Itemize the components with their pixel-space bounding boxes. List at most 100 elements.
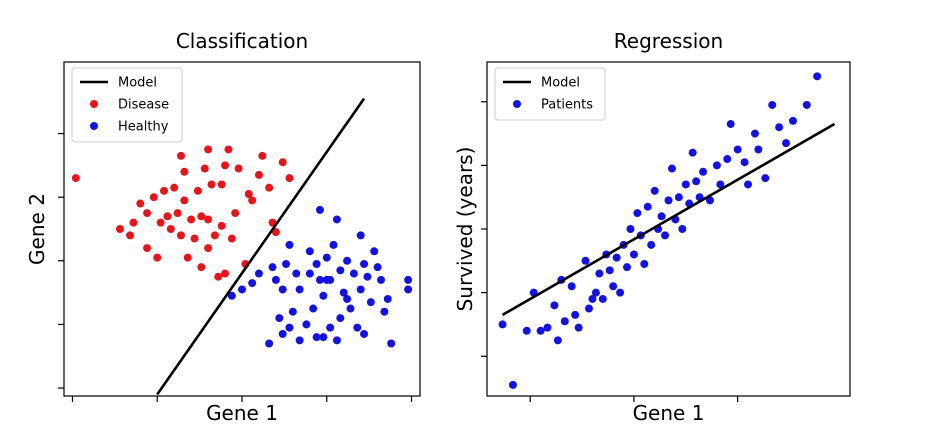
legend-swatch-disease	[90, 100, 98, 108]
data-point-patients	[612, 253, 621, 262]
data-point-healthy	[265, 339, 274, 348]
data-point-patients	[744, 180, 753, 189]
data-point-patients	[588, 294, 597, 303]
data-point-disease	[193, 186, 202, 195]
data-point-patients	[723, 155, 732, 164]
data-point-healthy	[360, 259, 369, 268]
data-point-patients	[633, 209, 642, 218]
data-point-healthy	[312, 259, 321, 268]
data-point-disease	[176, 151, 185, 160]
model-line	[156, 97, 366, 396]
data-point-disease	[278, 158, 287, 167]
data-point-patients	[553, 336, 562, 345]
data-point-disease	[166, 225, 175, 233]
x-axis-label: Gene 1	[206, 401, 278, 425]
data-point-disease	[285, 174, 294, 183]
data-point-disease	[180, 196, 189, 205]
data-point-disease	[221, 161, 230, 170]
data-point-patients	[674, 193, 683, 202]
data-point-healthy	[377, 275, 386, 284]
data-point-disease	[204, 215, 213, 224]
series-disease	[71, 145, 294, 281]
data-point-patients	[750, 129, 759, 138]
data-point-patients	[692, 177, 701, 186]
data-point-patients	[712, 161, 721, 170]
data-point-disease	[217, 221, 226, 230]
data-point-patients	[584, 304, 593, 313]
data-point-healthy	[366, 298, 375, 307]
data-point-disease	[156, 218, 165, 227]
data-point-healthy	[326, 323, 335, 332]
data-point-patients	[574, 323, 583, 332]
data-point-patients	[788, 116, 797, 125]
data-point-healthy	[305, 247, 314, 256]
data-point-healthy	[278, 329, 287, 338]
data-point-patients	[733, 145, 742, 154]
legend-label-model: Model	[541, 76, 580, 91]
data-point-healthy	[271, 275, 280, 284]
data-point-healthy	[339, 288, 348, 297]
data-point-healthy	[336, 266, 345, 275]
data-point-healthy	[288, 307, 297, 316]
data-point-patients	[761, 174, 770, 183]
data-point-disease	[71, 174, 80, 183]
data-point-healthy	[319, 333, 328, 342]
data-point-healthy	[315, 205, 324, 214]
legend-swatch-patients	[513, 100, 521, 108]
data-point-patients	[643, 202, 652, 211]
data-point-patients	[716, 180, 725, 189]
data-point-patients	[650, 186, 659, 195]
plot-area	[498, 34, 838, 389]
data-point-patients	[830, 34, 838, 42]
data-point-patients	[623, 263, 632, 272]
data-point-healthy	[404, 275, 413, 284]
data-point-healthy	[373, 263, 382, 272]
data-point-patients	[647, 240, 656, 249]
axes-frame	[486, 61, 851, 397]
data-point-healthy	[332, 336, 341, 345]
data-point-healthy	[295, 336, 304, 345]
data-point-disease	[160, 186, 169, 195]
data-point-disease	[173, 209, 182, 218]
data-point-healthy	[353, 323, 362, 332]
data-point-healthy	[295, 285, 304, 294]
data-point-healthy	[356, 285, 365, 294]
data-point-patients	[629, 250, 638, 259]
data-point-healthy	[275, 314, 284, 323]
data-point-patients	[536, 326, 545, 335]
data-point-disease	[180, 167, 189, 176]
chart-panel-classification: Classification Gene 1 Gene 2 Model Disease He…	[25, 29, 421, 425]
data-point-healthy	[363, 272, 372, 281]
chart-panel-regression: Regression Gene 1 Survived (years) Model Pat…	[453, 29, 851, 425]
x-axis-label: Gene 1	[633, 401, 705, 425]
data-point-patients	[595, 269, 604, 278]
y-axis-label: Gene 2	[25, 193, 49, 265]
data-point-disease	[170, 183, 179, 192]
data-point-disease	[190, 234, 199, 243]
data-point-patients	[775, 123, 784, 132]
data-point-healthy	[315, 275, 324, 284]
data-point-patients	[813, 72, 822, 81]
data-point-disease	[176, 231, 185, 240]
data-point-disease	[143, 209, 152, 218]
data-point-patients	[681, 180, 690, 189]
legend-box	[71, 67, 183, 143]
data-point-healthy	[343, 294, 352, 303]
legend-label-model: Model	[118, 76, 157, 91]
data-point-healthy	[322, 253, 331, 262]
data-point-disease	[248, 196, 257, 205]
data-point-healthy	[254, 269, 263, 278]
data-point-patients	[626, 225, 635, 233]
data-point-patients	[550, 301, 559, 310]
data-point-disease	[126, 231, 135, 240]
data-point-patients	[508, 380, 517, 389]
data-point-patients	[768, 100, 777, 109]
data-point-patients	[598, 294, 607, 303]
data-point-patients	[664, 196, 673, 205]
data-point-healthy	[309, 304, 318, 313]
data-point-disease	[149, 193, 158, 202]
data-point-disease	[217, 180, 226, 189]
data-point-healthy	[329, 240, 338, 249]
data-point-disease	[115, 225, 124, 233]
data-point-disease	[258, 151, 267, 160]
